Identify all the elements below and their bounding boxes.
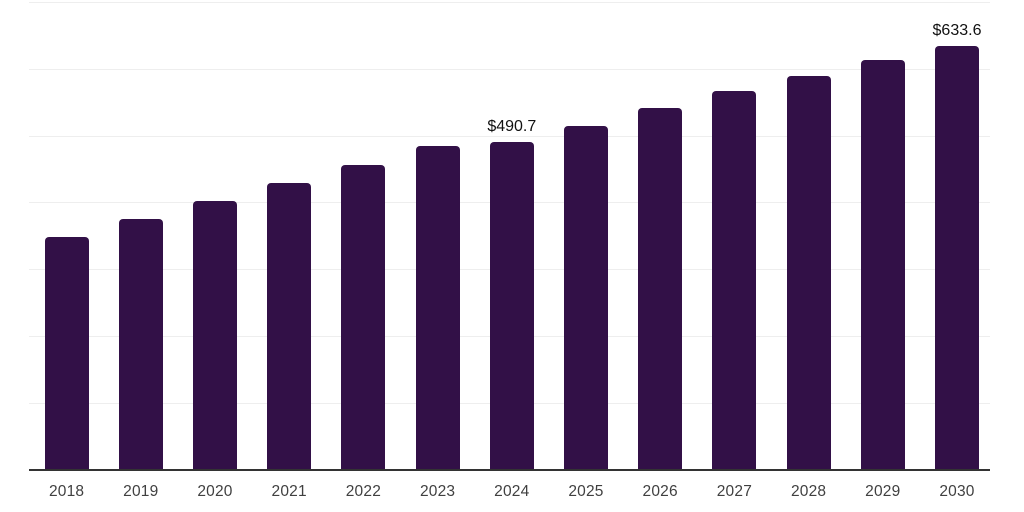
x-tick-label-2026: 2026 [642, 483, 678, 500]
x-tick-label-2021: 2021 [271, 483, 307, 500]
x-axis-line [29, 468, 990, 471]
bar-2021 [267, 182, 312, 470]
gridline-500 [29, 135, 990, 137]
x-tick-label-2029: 2029 [865, 483, 901, 500]
bar-2027 [712, 90, 757, 470]
x-tick-label-2023: 2023 [419, 483, 456, 500]
bar-2024 [489, 141, 534, 470]
gridline-700 [29, 2, 990, 3]
bar-2030 [935, 46, 979, 470]
x-tick-label-2019: 2019 [123, 483, 159, 500]
x-tick-label-2020: 2020 [197, 483, 233, 500]
x-tick-label-2028: 2028 [790, 483, 827, 500]
bar-2026 [638, 107, 683, 470]
x-tick-label-2025: 2025 [568, 483, 604, 500]
gridline-600 [29, 68, 990, 70]
bar-2018 [44, 237, 89, 470]
x-tick-label-2024: 2024 [494, 483, 530, 500]
bar-2019 [118, 218, 163, 470]
bar-2029 [860, 60, 905, 470]
bar-2020 [193, 200, 237, 470]
bar-2028 [786, 75, 831, 470]
x-tick-label-2022: 2022 [345, 483, 382, 500]
bar-2025 [564, 126, 608, 470]
value-label-2030: $633.6 [932, 22, 982, 40]
bar-2022 [341, 164, 386, 470]
x-tick-label-2018: 2018 [48, 483, 85, 500]
bar-2023 [415, 146, 460, 470]
value-label-2024: $490.7 [487, 117, 537, 135]
x-tick-label-2030: 2030 [939, 483, 975, 500]
x-tick-label-2027: 2027 [716, 483, 753, 500]
